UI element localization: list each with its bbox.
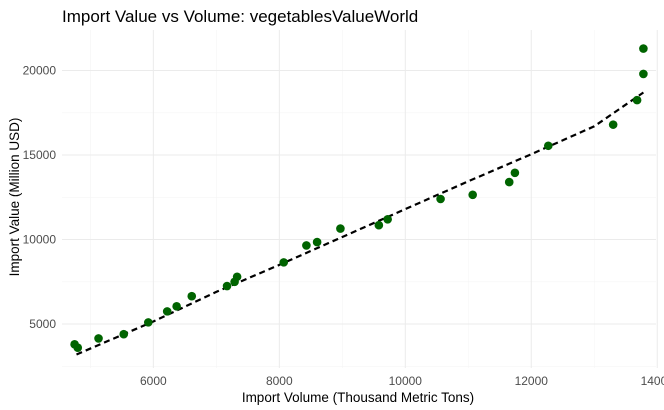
data-point [632, 95, 642, 105]
x-axis-title: Import Volume (Thousand Metric Tons) [242, 390, 474, 405]
data-point [222, 281, 232, 291]
y-axis-ticks: 5000 10000 15000 20000 [23, 64, 57, 332]
data-point [119, 329, 129, 339]
data-point [383, 214, 392, 224]
data-point [543, 141, 553, 151]
y-tick-label: 20000 [23, 64, 57, 78]
y-tick-label: 15000 [23, 148, 57, 162]
grid [62, 30, 658, 368]
data-point [639, 44, 648, 53]
data-point [172, 302, 181, 311]
x-tick-label: 10000 [389, 374, 423, 388]
data-point [162, 307, 172, 316]
data-point [73, 343, 83, 353]
data-point [468, 190, 477, 200]
data-point [94, 334, 103, 343]
data-point [232, 272, 242, 282]
trend-line-layer [76, 91, 645, 356]
data-point [510, 168, 520, 178]
x-tick-label: 12000 [515, 374, 549, 388]
x-tick-label: 6000 [140, 374, 167, 388]
y-tick-label: 10000 [23, 233, 57, 247]
x-axis-ticks: 6000 8000 10000 12000 14000 [140, 374, 664, 388]
data-point [187, 291, 197, 301]
data-point [302, 241, 311, 250]
data-point [504, 177, 514, 187]
data-point [374, 220, 384, 230]
chart-title: Import Value vs Volume: vegetablesValueW… [62, 7, 418, 26]
data-point [608, 120, 618, 129]
trend-line [76, 91, 645, 356]
y-axis-title: Import Value (Million USD) [7, 118, 22, 277]
data-point [279, 258, 289, 267]
data-point [639, 69, 648, 79]
y-tick-label: 5000 [29, 317, 56, 331]
x-tick-label: 8000 [266, 374, 293, 388]
data-point [312, 237, 322, 247]
data-points [70, 44, 648, 353]
data-point [336, 224, 345, 233]
data-point [436, 194, 445, 204]
data-point [143, 318, 153, 327]
x-tick-label: 14000 [641, 374, 664, 388]
